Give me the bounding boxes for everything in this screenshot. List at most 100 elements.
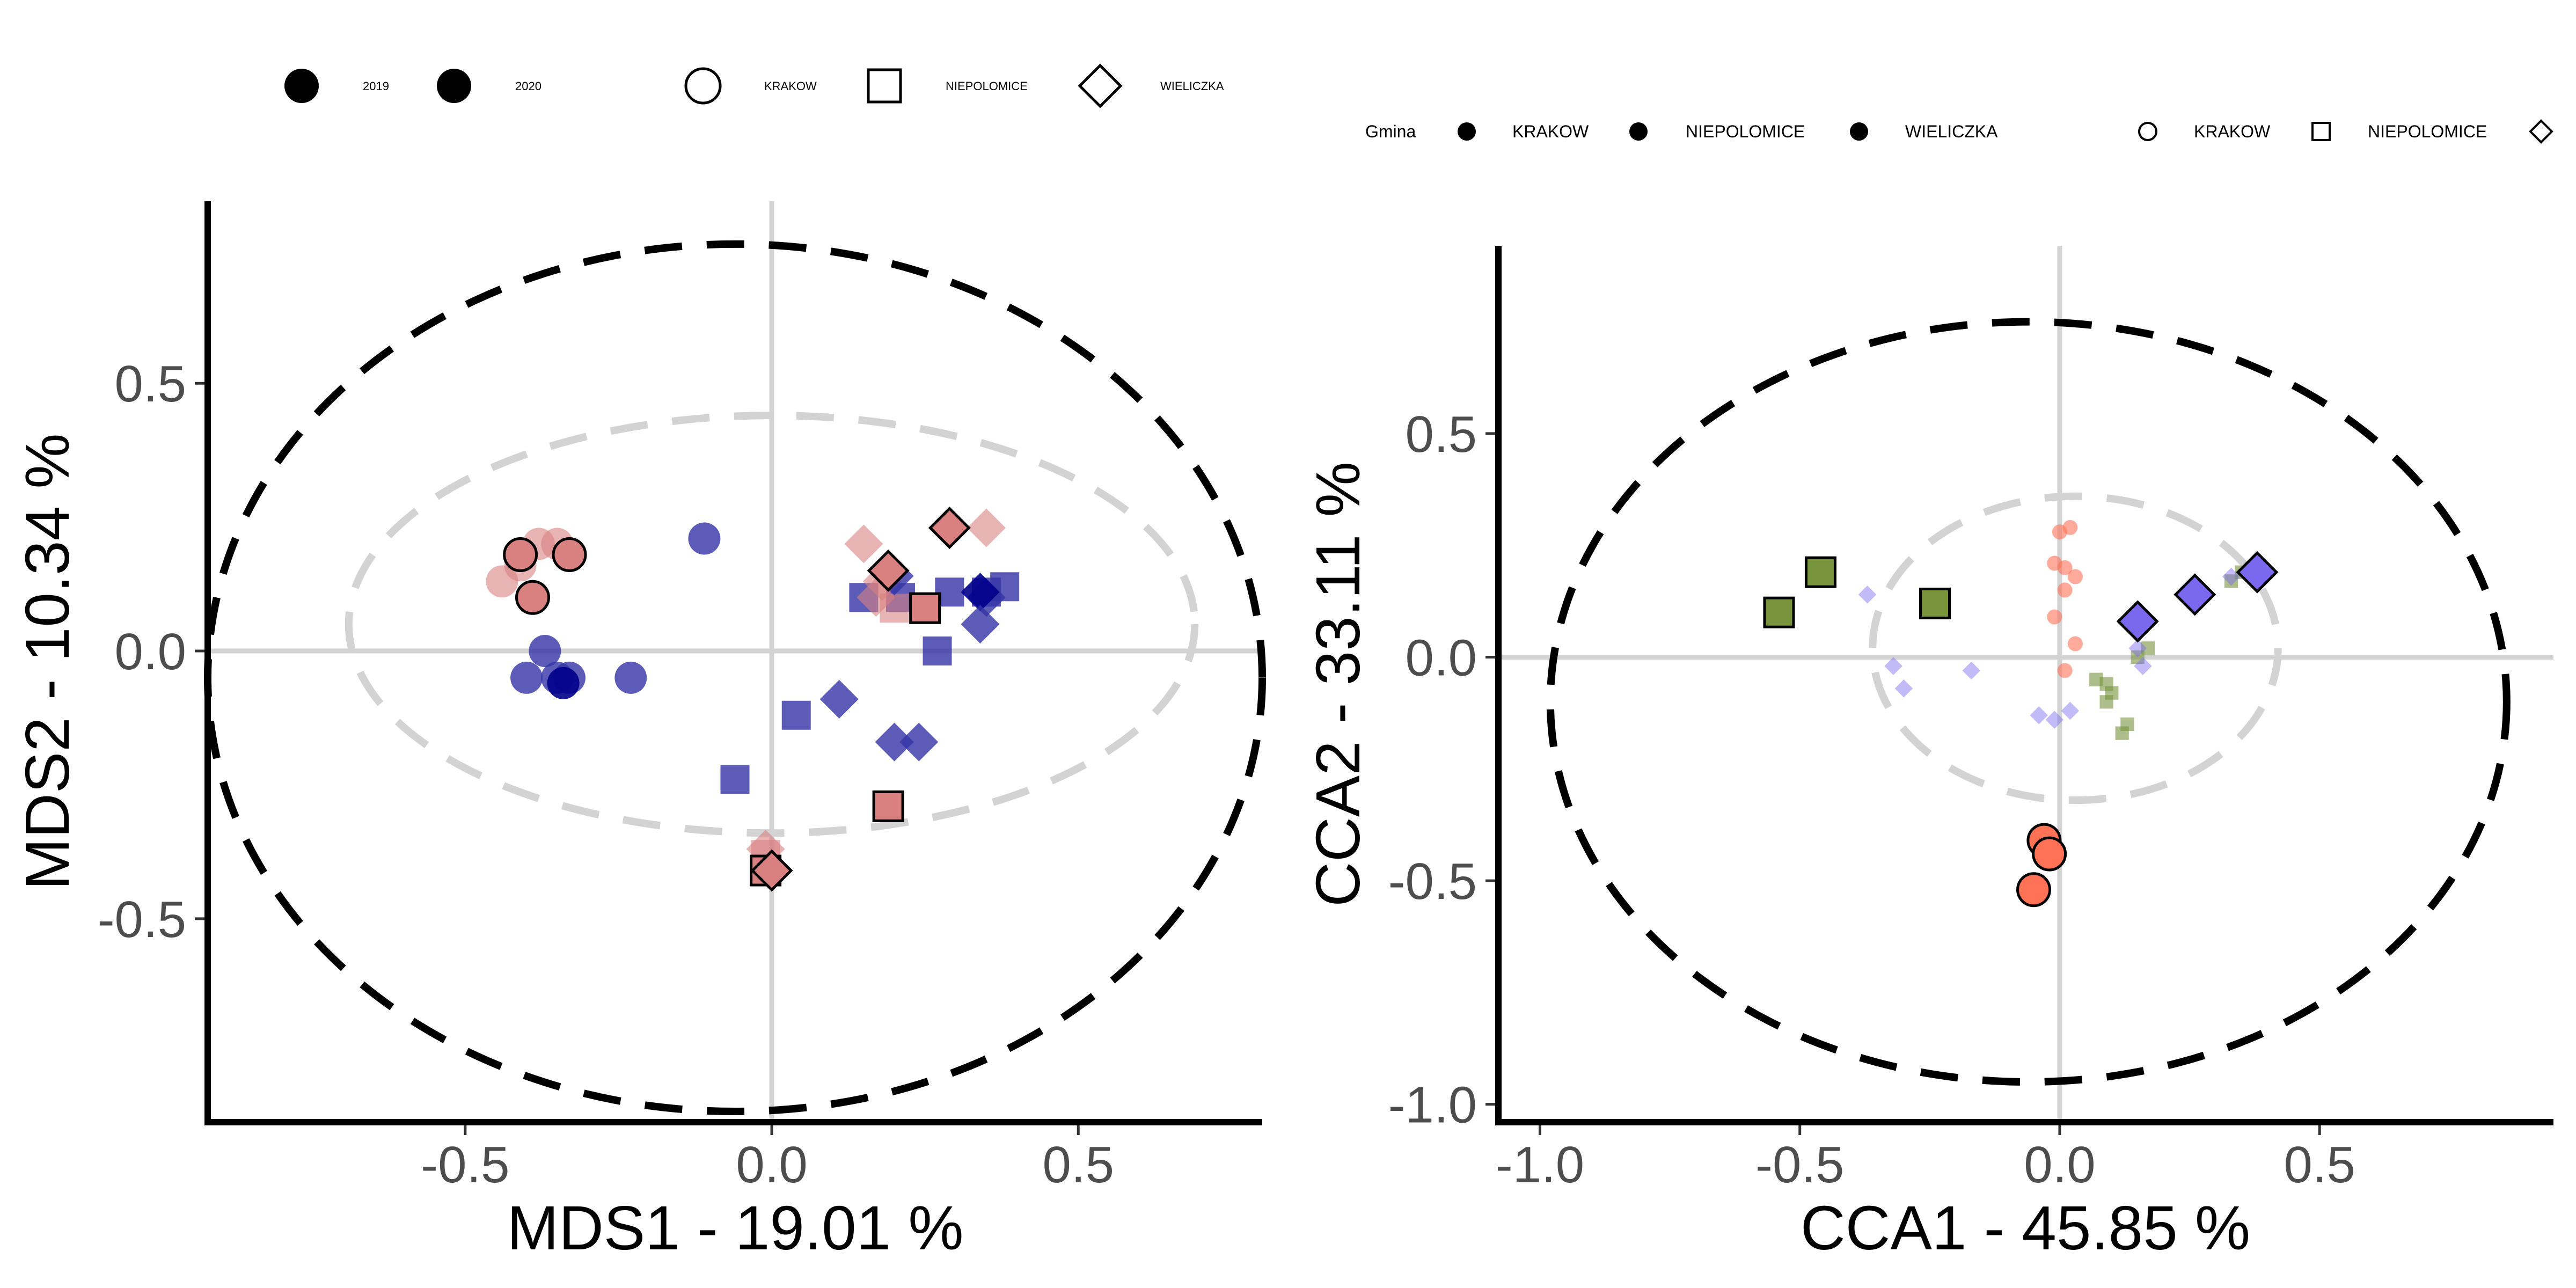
legend-fill-wieliczka-marker: [1850, 122, 1868, 141]
left-panel: -0.5 0.0 0.5 -0.5 0.0 0.5 MDS1 - 19.01 % MDS…: [12, 201, 1266, 1263]
legend-shape-krakow-label: KRAKOW: [2194, 122, 2271, 141]
left-point-diamond: [750, 849, 793, 892]
right-point-diamond: [1962, 661, 1981, 680]
left-y-ticks: -0.5 0.0 0.5: [98, 355, 204, 948]
left-point-circle: [529, 635, 561, 668]
left-point-diamond: [819, 679, 859, 719]
right-panel: -1.0 -0.5 0.0 0.5 -1.0 -0.5 0.0 0.5 CCA1 - 45.…: [1303, 246, 2553, 1263]
legend-wieliczka-label: WIELICZKA: [1160, 79, 1224, 93]
right-point-diamond: [2174, 573, 2216, 616]
left-point-diamond: [875, 722, 914, 762]
left-point-square: [923, 636, 952, 666]
right-point-circle: [2016, 872, 2052, 908]
right-y-tick-label: -0.5: [1388, 853, 1477, 910]
left-x-tick-label: -0.5: [421, 1136, 509, 1194]
legend-fill-niepolomice-marker: [1629, 122, 1648, 141]
left-point-square: [781, 700, 811, 730]
legend-shape-niepolomice-marker: [2311, 122, 2331, 141]
left-point-square: [872, 790, 904, 822]
legend-fill-krakow-label: KRAKOW: [1512, 122, 1589, 141]
left-y-tick-label: 0.0: [115, 623, 186, 680]
right-point-diamond: [1884, 657, 1902, 675]
left-x-tick-label: 0.5: [1043, 1136, 1114, 1194]
left-point-diamond: [967, 508, 1006, 547]
right-point-square: [1919, 588, 1951, 620]
left-point-diamond: [899, 722, 939, 762]
left-legend: 2019 2020 KRAKOW NIEPOLOMICE WIELICZKA: [284, 63, 1224, 108]
legend-year-2019-marker: [284, 69, 319, 103]
right-point-square: [1804, 556, 1836, 588]
right-point-diamond: [2116, 600, 2159, 643]
right-y-tick-label: 0.5: [1406, 406, 1477, 463]
right-point-diamond: [2128, 639, 2147, 657]
right-x-ticks: -1.0 -0.5 0.0 0.5: [1496, 1125, 2355, 1194]
left-point-square: [720, 765, 750, 794]
right-point-square: [1763, 596, 1795, 628]
legend-fill-niepolomice-label: NIEPOLOMICE: [1686, 122, 1805, 141]
left-point-circle: [510, 661, 543, 694]
left-point-circle: [552, 537, 587, 572]
right-point-diamond: [2045, 711, 2064, 729]
right-point-square: [2099, 695, 2113, 709]
right-point-diamond: [2030, 706, 2048, 724]
legend-krakow-label: KRAKOW: [764, 79, 817, 93]
left-point-square: [909, 592, 941, 624]
legend-shape-wieliczka-marker: [2529, 119, 2553, 144]
right-point-circle: [2047, 609, 2062, 625]
left-x-axis-title: MDS1 - 19.01 %: [507, 1193, 963, 1263]
legend-year-2020-marker: [437, 69, 471, 103]
right-confidence-ellipse-1: [1546, 318, 2511, 1086]
right-point-circle: [2057, 582, 2073, 598]
legend-niepolomice-marker: [867, 68, 902, 104]
left-point-diamond: [928, 507, 971, 550]
right-point-diamond: [2061, 701, 2080, 720]
left-point-circle: [515, 580, 550, 615]
right-point-diamond: [1858, 586, 1877, 604]
legend-year-2020-label: 2020: [515, 79, 541, 93]
left-point-circle: [614, 661, 647, 694]
right-plot-marks: [1498, 246, 2553, 1122]
right-point-circle: [2068, 569, 2083, 584]
left-point-diamond: [961, 605, 1000, 644]
left-y-tick-label: 0.5: [115, 355, 186, 413]
left-point-circle: [688, 522, 721, 555]
legend-shape-niepolomice-label: NIEPOLOMICE: [2368, 122, 2487, 141]
right-point-circle: [2032, 836, 2067, 872]
left-point-diamond: [844, 524, 883, 564]
left-point-circle: [503, 537, 538, 572]
right-y-tick-label: -1.0: [1388, 1077, 1477, 1134]
right-x-tick-label: -0.5: [1755, 1136, 1844, 1194]
right-point-circle: [2057, 663, 2073, 678]
legend-fill-krakow-marker: [1458, 122, 1476, 141]
right-point-diamond: [2236, 551, 2279, 594]
right-legend: Gmina KRAKOW NIEPOLOMICE WIELICZKA KRAKO…: [1365, 119, 2553, 144]
legend-krakow-marker: [684, 67, 722, 105]
legend-wieliczka-marker: [1078, 63, 1123, 108]
left-y-tick-label: -0.5: [98, 891, 186, 948]
left-x-ticks: -0.5 0.0 0.5: [421, 1125, 1114, 1194]
right-x-tick-label: 0.5: [2284, 1136, 2355, 1194]
legend-year-2019-label: 2019: [363, 79, 389, 93]
right-confidence-ellipse-2: [1869, 492, 2282, 804]
legend-niepolomice-label: NIEPOLOMICE: [946, 79, 1028, 93]
right-point-circle: [2068, 636, 2083, 652]
legend-shape-krakow-marker: [2138, 122, 2157, 141]
left-plot-marks: [204, 201, 1266, 1122]
right-x-tick-label: 0.0: [2024, 1136, 2095, 1194]
right-y-ticks: -1.0 -0.5 0.0 0.5: [1388, 406, 1495, 1134]
left-point-diamond: [867, 549, 910, 592]
left-point-diamond: [961, 573, 1000, 612]
right-x-tick-label: -1.0: [1496, 1136, 1584, 1194]
right-y-axis-title: CCA2 - 33.11 %: [1303, 462, 1373, 907]
legend-gmina-title: Gmina: [1365, 122, 1416, 141]
left-x-tick-label: 0.0: [736, 1136, 807, 1194]
right-x-axis-title: CCA1 - 45.85 %: [1801, 1193, 2250, 1263]
left-point-circle: [547, 667, 580, 699]
legend-fill-wieliczka-label: WIELICZKA: [1905, 122, 1998, 141]
right-y-tick-label: 0.0: [1406, 630, 1477, 687]
left-y-axis-title: MDS2 - 10.34 %: [12, 433, 82, 890]
right-point-diamond: [2134, 657, 2152, 675]
right-point-circle: [2057, 560, 2073, 575]
